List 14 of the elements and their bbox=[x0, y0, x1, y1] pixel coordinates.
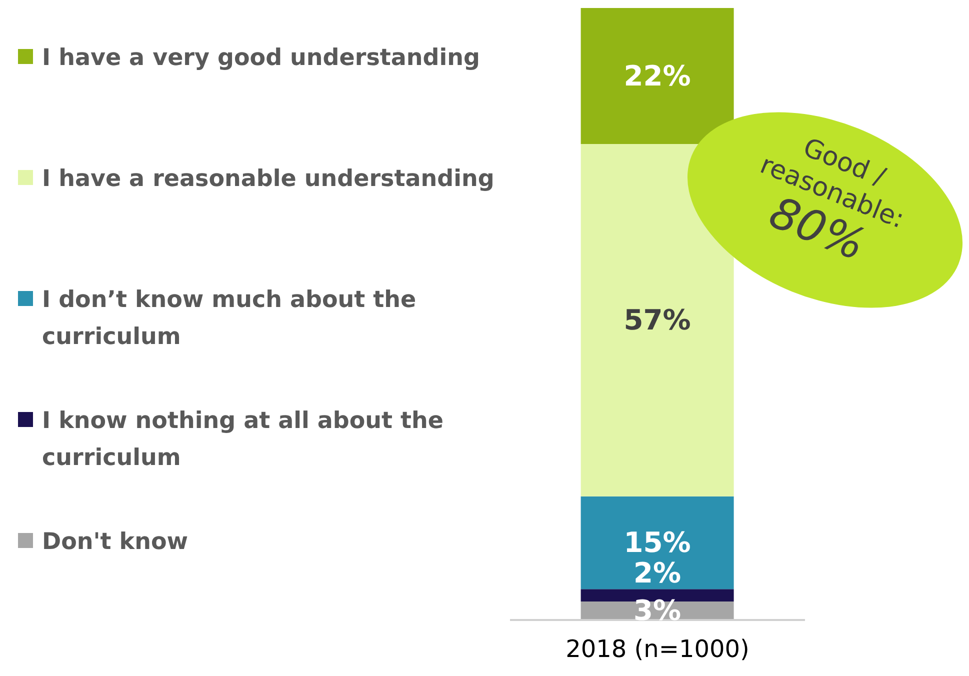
legend-label: I have a reasonable understanding bbox=[42, 165, 496, 194]
bar bbox=[580, 496, 734, 590]
legend-label: I know nothing at all about the curriculum bbox=[42, 407, 445, 473]
data-label: 3% bbox=[634, 594, 682, 628]
bar bbox=[580, 8, 734, 144]
data-label: 2% bbox=[634, 556, 682, 590]
data-label: 15% bbox=[624, 526, 691, 560]
data-label: 57% bbox=[624, 304, 691, 337]
bar bbox=[580, 144, 734, 496]
data-label: 22% bbox=[624, 60, 691, 92]
x-tick-label: 2018 (n=1000) bbox=[566, 635, 750, 664]
legend-label: I don’t know much about the curriculum bbox=[42, 286, 418, 352]
legend-label: I have a very good understanding bbox=[42, 44, 481, 73]
legend-label: Don't know bbox=[42, 528, 190, 557]
